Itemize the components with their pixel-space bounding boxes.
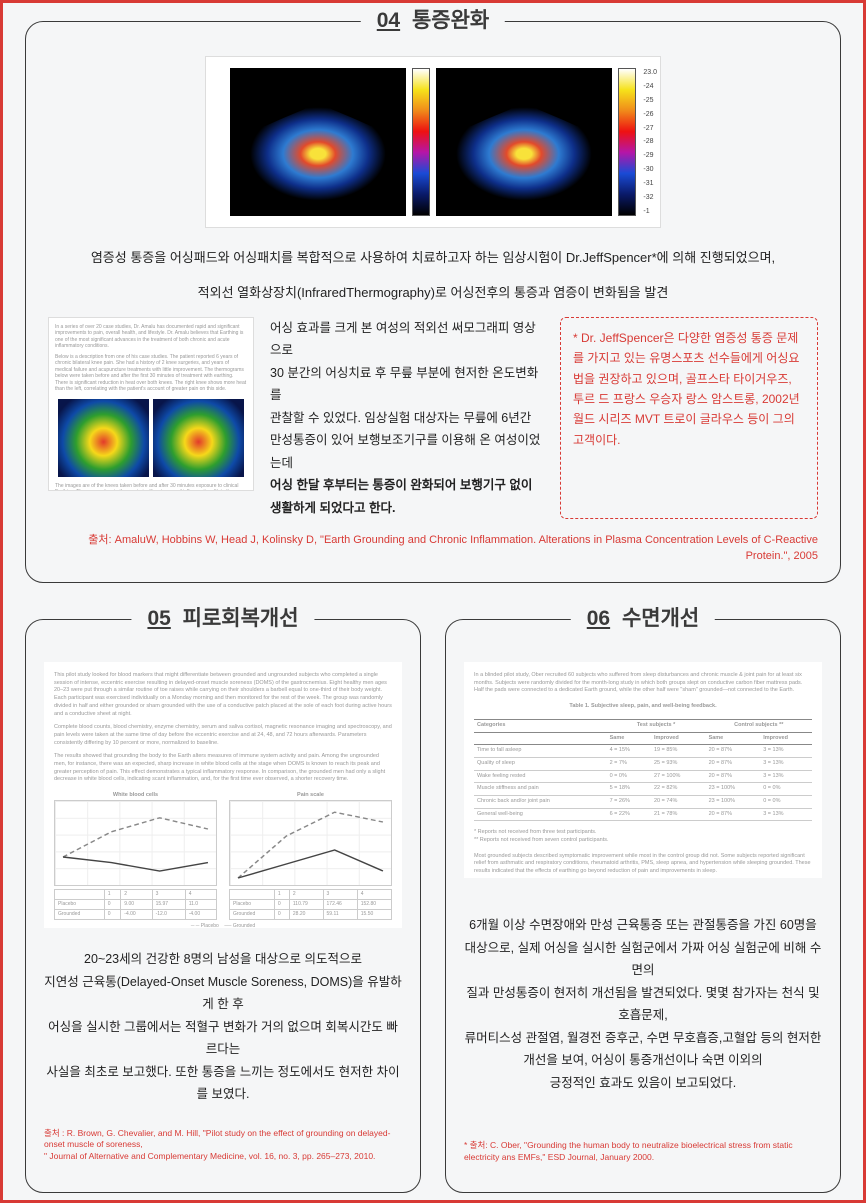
section-04-pain-relief: 04 통증완화 23.0-24-25-26-27-28-29-30-31-32-… — [25, 21, 841, 583]
section-06-label: 수면개선 — [622, 607, 699, 630]
section-05-desc: 20~23세의 건강한 8명의 남성을 대상으로 의도적으로 지연성 근육통(D… — [44, 948, 402, 1106]
section-05-num: 05 — [147, 607, 170, 630]
sleep-table: CategoriesTest subjects *Control subject… — [474, 719, 812, 822]
color-scale-left: 23.0-24-25-26-27-28-29-30-31-32-1 — [412, 68, 430, 216]
section-04-title: 04 통증완화 — [361, 4, 505, 34]
chart-wbc — [54, 800, 217, 886]
knee-thermography-pair — [58, 399, 244, 477]
color-scale-right: 23.0-24-25-26-27-28-29-30-31-32-1 — [618, 68, 636, 216]
knee-after — [153, 399, 244, 477]
section-04-intro-1: 염증성 통증을 어싱패드와 어싱패치를 복합적으로 사용하여 치료하고자 하는 … — [48, 246, 818, 269]
thermography-figure: 23.0-24-25-26-27-28-29-30-31-32-1 23.0-2… — [48, 56, 818, 228]
section-04-label: 통증완화 — [412, 9, 489, 32]
section-04-midtext: 어싱 효과를 크게 본 여성의 적외선 써모그래피 영상으로 30 분간의 어싱… — [270, 317, 544, 520]
chart-pain-table: 1234 Placebo0110.79172.46152.80 Grounded… — [229, 889, 392, 920]
spencer-note-box: * Dr. JeffSpencer은 다양한 염증성 통증 문제를 가지고 있는… — [560, 317, 818, 520]
section-05-title: 05 피로회복개선 — [131, 602, 314, 632]
thermography-after — [436, 68, 612, 216]
knee-before — [58, 399, 149, 477]
thermography-before — [230, 68, 406, 216]
section-06-sleep: 06 수면개선 In a blinded pilot study, Ober r… — [445, 619, 841, 1193]
chart-pain-title: Pain scale — [229, 792, 392, 800]
section-04-intro-2: 적외선 열화상장치(InfraredThermography)로 어싱전후의 통… — [48, 281, 818, 304]
paper-thumb-lead: In a series of over 20 case studies, Dr.… — [55, 324, 247, 350]
section-06-title: 06 수면개선 — [571, 602, 715, 632]
section-06-desc: 6개월 이상 수면장애와 만성 근육통증 또는 관절통증을 가진 60명을 대상… — [464, 914, 822, 1094]
paper-thumb-sleep: In a blinded pilot study, Ober recruited… — [464, 662, 822, 878]
section-05-citation: 출처 : R. Brown, G. Chevalier, and M. Hill… — [44, 1128, 402, 1164]
section-05-fatigue: 05 피로회복개선 This pilot study looked for bl… — [25, 619, 421, 1193]
chart-pain — [229, 800, 392, 886]
paper-thumb-doms: This pilot study looked for blood marker… — [44, 662, 402, 928]
chart-wbc-table: 1234 Placebo09.0015.9711.0 Grounded0-4.0… — [54, 889, 217, 920]
section-06-num: 06 — [587, 607, 610, 630]
paper-thumb-caption: The images are of the knees taken before… — [55, 483, 247, 491]
sleep-table-title: Table 1. Subjective sleep, pain, and wel… — [474, 703, 812, 711]
section-04-num: 04 — [377, 9, 400, 32]
chart-wbc-title: White blood cells — [54, 792, 217, 800]
section-05-label: 피로회복개선 — [183, 607, 299, 630]
doms-chart-pair: White blood cells 1234 Placebo09.0015.97… — [54, 792, 392, 920]
section-04-citation: 출처: AmaluW, Hobbins W, Head J, Kolinsky … — [48, 533, 818, 564]
section-04-row: In a series of over 20 case studies, Dr.… — [48, 317, 818, 520]
paper-thumb-body: Below is a description from one of his c… — [55, 354, 247, 393]
thermography-image-holder: 23.0-24-25-26-27-28-29-30-31-32-1 23.0-2… — [205, 56, 661, 228]
section-06-citation: * 출처: C. Ober, "Grounding the human body… — [464, 1140, 822, 1164]
scale-ticks-right: 23.0-24-25-26-27-28-29-30-31-32-1 — [643, 69, 657, 215]
sections-05-06-row: 05 피로회복개선 This pilot study looked for bl… — [25, 619, 841, 1193]
paper-thumb-knees: In a series of over 20 case studies, Dr.… — [48, 317, 254, 491]
